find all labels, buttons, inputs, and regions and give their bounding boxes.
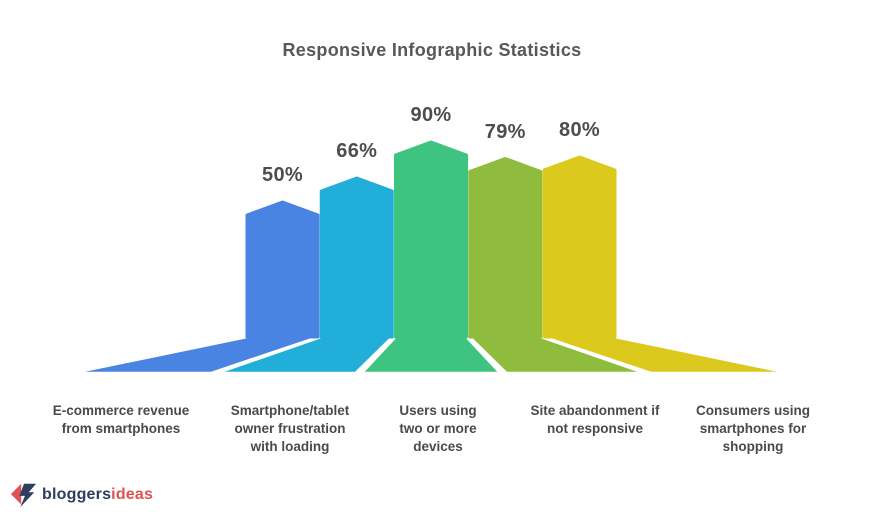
bar-value-label: 79% (484, 120, 526, 143)
chart-title: Responsive Infographic Statistics (282, 40, 582, 60)
bar (468, 157, 543, 339)
bar-category-label: Users using two or more devices (399, 403, 477, 454)
bar (394, 140, 468, 339)
bar-value-label: 50% (262, 164, 303, 186)
brand-logo: bloggersideas (10, 480, 153, 510)
bloggersideas-logo-icon (10, 483, 37, 508)
bar-value-label: 80% (559, 119, 600, 141)
bar (542, 155, 617, 339)
bar (319, 176, 394, 339)
bar-category-label: Smartphone/tablet owner frustration with… (230, 403, 350, 454)
bar-category-label: E-commerce revenue from smartphones (52, 403, 190, 436)
bar (245, 200, 320, 339)
logo-text-ideas: ideas (111, 486, 154, 503)
bar-value-label: 66% (336, 140, 378, 162)
logo-text-bloggers: bloggers (42, 486, 112, 503)
bar-value-label: 90% (410, 104, 452, 126)
logo-text: bloggersideas (42, 480, 153, 510)
bar-category-label: Site abandonment if not responsive (530, 403, 660, 436)
bar-category-label: Consumers using smartphones for shopping (695, 403, 811, 454)
